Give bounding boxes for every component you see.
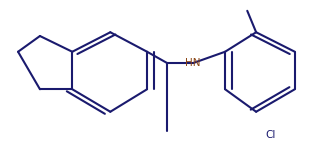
Text: HN: HN [185,58,200,68]
Text: Cl: Cl [265,130,275,140]
